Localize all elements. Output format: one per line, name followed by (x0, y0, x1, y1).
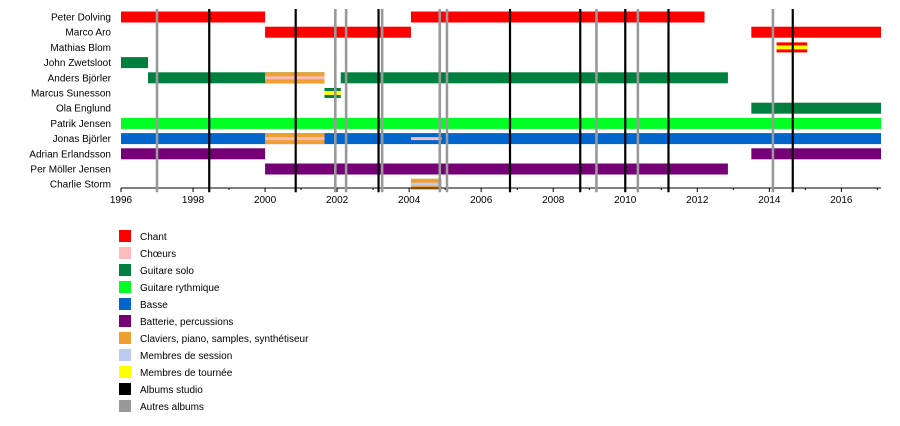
album-lines (155, 9, 794, 193)
role-bar (121, 57, 149, 69)
member-row (148, 72, 728, 84)
legend-swatch (119, 332, 131, 344)
x-tick-label: 2008 (542, 195, 565, 206)
legend-item: Guitare rythmique (119, 281, 220, 294)
legend-swatch (119, 247, 131, 259)
x-tick-label: 2010 (614, 195, 637, 206)
role-bar (751, 102, 881, 114)
touring-bar (324, 88, 341, 98)
role-bar (148, 72, 325, 84)
role-bar (265, 163, 728, 175)
legend-swatch (119, 281, 131, 293)
legend-swatch (119, 264, 131, 276)
x-axis: 1996 1998 2000 2002 2004 2006 2008 2010 2012 2014… (110, 187, 881, 206)
member-label: Ola Englund (56, 104, 111, 115)
legend-item: Membres de tournée (119, 366, 233, 379)
member-label: Anders Björler (48, 73, 112, 84)
role-bar (121, 148, 266, 160)
member-row (121, 11, 705, 23)
legend-label: Membres de session (140, 351, 232, 362)
member-bars (121, 11, 881, 190)
member-row (121, 133, 881, 145)
legend-item: Batterie, percussions (119, 315, 233, 328)
legend-label: Claviers, piano, samples, synthétiseur (140, 334, 309, 345)
legend-swatch (119, 400, 131, 412)
member-label: Marco Aro (65, 28, 111, 39)
role-bar (121, 133, 881, 145)
x-tick-label: 2000 (254, 195, 277, 206)
member-row (121, 57, 149, 69)
member-row (751, 102, 881, 114)
member-label: Peter Dolving (51, 13, 111, 24)
legend-label: Guitare rythmique (140, 283, 220, 294)
member-label: Charlie Storm (50, 180, 111, 191)
legend-label: Chœurs (140, 249, 176, 260)
legend-swatch (119, 315, 131, 327)
legend-label: Basse (140, 300, 168, 311)
x-tick-label: 2016 (830, 195, 853, 206)
role-bar (410, 11, 705, 23)
x-tick-label: 2004 (398, 195, 421, 206)
member-label: Patrik Jensen (50, 119, 111, 130)
legend-item: Autres albums (119, 400, 204, 413)
role-bar (751, 26, 881, 38)
legend-swatch (119, 298, 131, 310)
role-bar-bottom (324, 95, 341, 98)
member-label: Per Möller Jensen (30, 165, 111, 176)
member-row (324, 88, 341, 98)
x-tick-label: 2014 (758, 195, 781, 206)
legend-item: Chant (119, 230, 167, 243)
legend-label: Chant (140, 232, 167, 243)
role-bar-top (324, 88, 341, 91)
legend-label: Batterie, percussions (140, 317, 233, 328)
role-bar (340, 72, 728, 84)
x-tick-label: 2002 (326, 195, 349, 206)
legend-item: Claviers, piano, samples, synthétiseur (119, 332, 309, 345)
x-tick-label: 2012 (686, 195, 709, 206)
legend-swatch (119, 366, 131, 378)
member-row (265, 26, 881, 38)
legend-swatch (119, 383, 131, 395)
role-bar (121, 117, 881, 129)
role-bar (265, 26, 411, 38)
legend-label: Membres de tournée (140, 368, 233, 379)
member-label: Marcus Sunesson (31, 89, 111, 100)
member-row (121, 117, 881, 129)
legend-label: Albums studio (140, 385, 203, 396)
legend-swatch (119, 349, 131, 361)
member-label: Adrian Erlandsson (29, 149, 111, 160)
member-row (265, 163, 728, 175)
member-label: Mathias Blom (50, 43, 111, 54)
x-tick-label: 1996 (110, 195, 133, 206)
x-tick-label: 1998 (182, 195, 205, 206)
role-bar (121, 11, 266, 23)
x-tick-label: 2006 (470, 195, 493, 206)
role-bar (751, 148, 881, 160)
member-row (410, 178, 442, 190)
member-label: John Zwetsloot (44, 58, 111, 69)
legend-item: Chœurs (119, 247, 176, 260)
member-label: Jonas Björler (53, 134, 112, 145)
legend-item: Membres de session (119, 349, 232, 362)
backing-vocals-line (410, 137, 442, 141)
member-row (121, 148, 881, 160)
legend-label: Autres albums (140, 402, 204, 413)
legend-item: Guitare solo (119, 264, 194, 277)
member-labels: Peter Dolving Marco Aro Mathias Blom John Z… (29, 13, 111, 191)
legend-swatch (119, 230, 131, 242)
overlay-line (410, 182, 442, 186)
legend-item: Basse (119, 298, 168, 311)
legend: Chant Chœurs Guitare solo Guitare rythmique… (119, 230, 309, 413)
legend-label: Guitare solo (140, 266, 194, 277)
legend-item: Albums studio (119, 383, 203, 396)
